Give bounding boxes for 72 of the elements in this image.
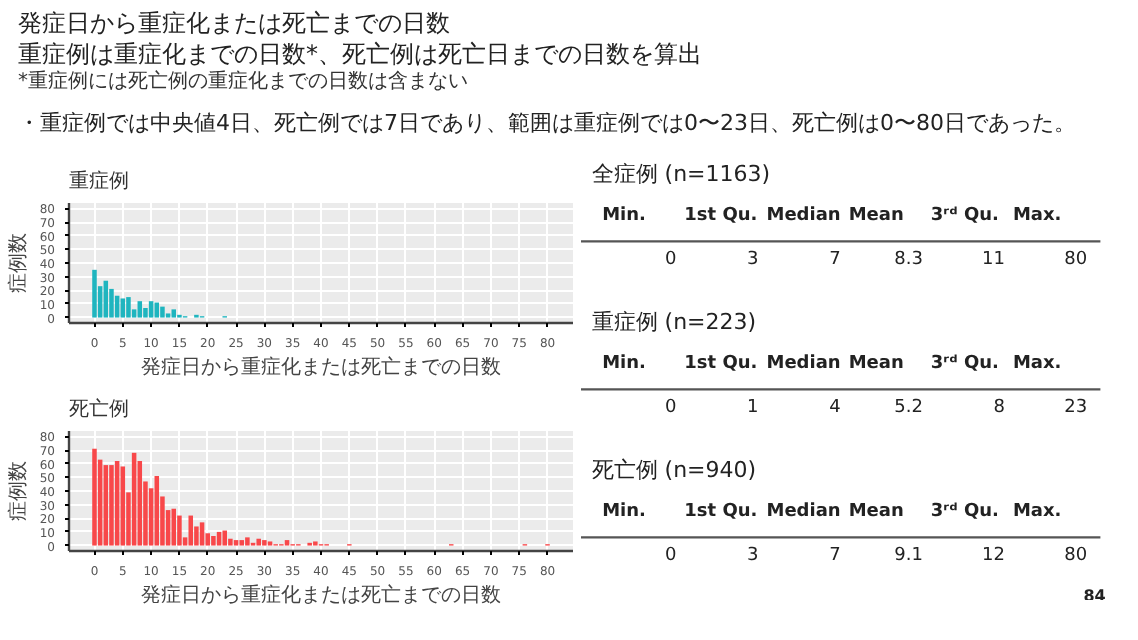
chart-title: 死亡例 — [69, 397, 129, 421]
category-label: Median — [766, 205, 841, 226]
data-label: 80 — [1064, 250, 1088, 271]
bar — [245, 537, 250, 546]
bar — [256, 538, 261, 546]
bar — [143, 308, 148, 318]
category-label: Max. — [1012, 205, 1062, 226]
bar — [171, 309, 177, 318]
y-axis-title: 症例数 — [5, 461, 30, 521]
data-label: 23 — [1064, 398, 1088, 419]
category-label: 3ʳᵈ Qu. — [930, 353, 999, 374]
category-label: 1st Qu. — [684, 205, 758, 226]
bar — [284, 540, 290, 546]
data-label: 7 — [829, 250, 841, 271]
category-label: Max. — [1012, 501, 1062, 522]
category-label: Max. — [1012, 353, 1062, 374]
bar — [239, 540, 244, 546]
text: ・重症例では中央値4日、死亡例では7日であり、範囲は重症例では0〜23日、死亡例は0〜80日であった。 — [18, 110, 1077, 137]
category-label: Min. — [602, 501, 646, 522]
data-label: 7 — [829, 546, 841, 567]
category-label: 1st Qu. — [684, 501, 758, 522]
bar — [109, 465, 114, 546]
category-label: Median — [766, 353, 841, 374]
bar — [228, 538, 233, 546]
bar — [233, 540, 239, 546]
data-label: 0 — [664, 250, 677, 271]
bar — [92, 448, 97, 546]
bar — [188, 515, 194, 546]
category-label: Mean — [848, 501, 904, 522]
bar — [222, 530, 227, 546]
bar — [216, 531, 222, 546]
data-label: 9.1 — [894, 546, 923, 567]
data-label: 8 — [993, 398, 1006, 419]
bar — [262, 540, 267, 546]
bar — [120, 298, 126, 318]
text: 死亡例 (n=940) — [591, 457, 757, 484]
bar — [177, 515, 182, 546]
category-label: 1st Qu. — [684, 353, 758, 374]
x-axis-title: 発症日から重症化または死亡までの日数 — [141, 355, 501, 379]
data-label: 5.2 — [894, 398, 923, 419]
bar — [137, 301, 143, 318]
category-label: Mean — [848, 353, 904, 374]
chart-title: 重症例 — [69, 169, 129, 193]
data-label: 12 — [982, 546, 1005, 567]
text: *重症例には死亡例の重症化までの日数は含まない — [18, 69, 469, 94]
text: 全症例 (n=1163) — [591, 161, 771, 188]
category-label: 3ʳᵈ Qu. — [930, 205, 999, 226]
bar — [92, 269, 97, 318]
bar — [148, 301, 154, 318]
data-label: 1 — [747, 398, 759, 419]
x-axis-title: 発症日から重症化または死亡までの日数 — [141, 583, 501, 607]
data-label: 4 — [829, 398, 842, 419]
data-label: 3 — [747, 250, 759, 271]
category-label: Min. — [602, 353, 646, 374]
bar — [199, 522, 205, 546]
bar — [211, 536, 216, 546]
bar — [126, 297, 131, 318]
category-label: Median — [766, 501, 841, 522]
data-label: 3 — [747, 546, 759, 567]
text: 重症例 (n=223) — [591, 309, 757, 336]
bar — [171, 508, 177, 546]
y-axis-title: 症例数 — [5, 233, 30, 293]
category-label: 3ʳᵈ Qu. — [930, 501, 999, 522]
bar — [160, 306, 165, 318]
category-label: Mean — [848, 205, 904, 226]
category-label: Min. — [602, 205, 646, 226]
text: 重症例は重症化までの日数*、死亡例は死亡日までの日数を算出 — [18, 40, 703, 68]
bar — [109, 288, 114, 318]
text: 発症日から重症化または死亡までの日数 — [18, 8, 451, 37]
data-label: 0 — [664, 398, 677, 419]
data-label: 11 — [982, 250, 1005, 271]
data-label: 8.3 — [894, 250, 923, 271]
